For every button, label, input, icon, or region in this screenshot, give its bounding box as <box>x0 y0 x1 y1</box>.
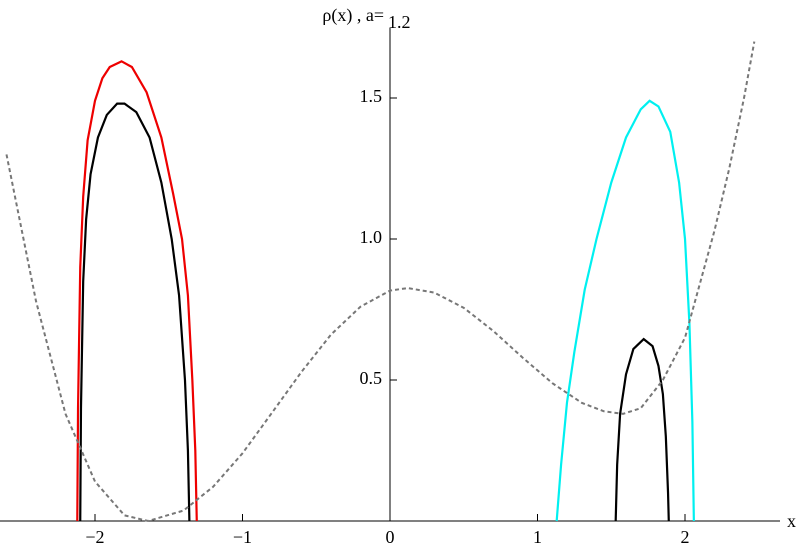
x-tick-label: 1 <box>533 527 542 547</box>
x-tick-label: 0 <box>386 527 395 547</box>
x-tick-label: −2 <box>85 527 104 547</box>
title-parameter: 1.2 <box>388 12 411 32</box>
y-tick-label: 1.0 <box>360 227 383 247</box>
y-tick-label: 0.5 <box>360 368 383 388</box>
x-tick-label: 2 <box>681 527 690 547</box>
x-tick-label: −1 <box>233 527 252 547</box>
series-line <box>76 60 198 522</box>
chart-title: ρ(x) , a= <box>322 5 384 26</box>
series-line <box>79 102 191 522</box>
x-axis-label: x <box>787 511 796 531</box>
y-tick-label: 1.5 <box>360 86 383 106</box>
series-line <box>614 337 670 522</box>
series-line <box>5 41 756 523</box>
series-line <box>555 99 695 522</box>
